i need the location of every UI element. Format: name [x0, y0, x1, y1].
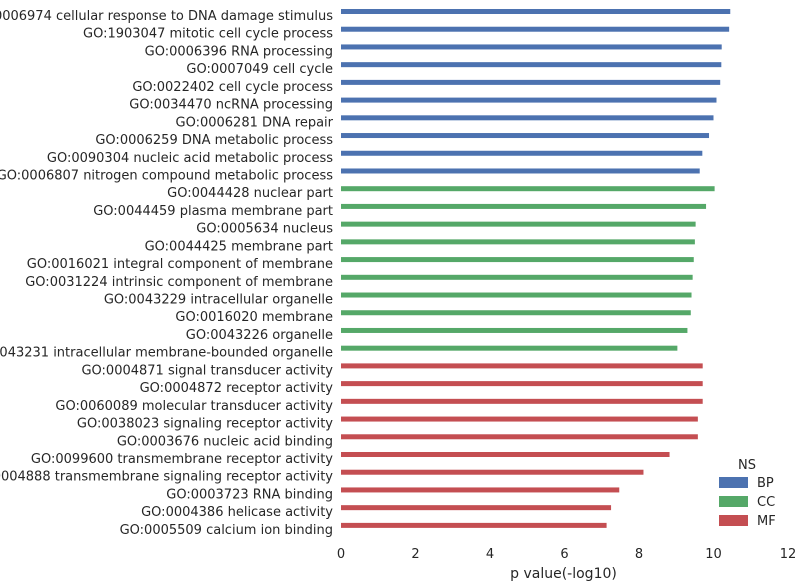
- category-label-16: GO:0031224 intrinsic component of membra…: [25, 275, 333, 290]
- x-tick-label-6: 6: [560, 547, 568, 562]
- category-label-17: GO:0043229 intracellular organelle: [104, 293, 333, 308]
- legend-label-mf: MF: [757, 514, 776, 529]
- category-label-4: GO:0007049 cell cycle: [186, 62, 333, 77]
- category-label-5: GO:0022402 cell cycle process: [132, 80, 333, 95]
- legend-label-bp: BP: [757, 476, 774, 491]
- bar-16: [341, 274, 693, 280]
- category-label-10: GO:0006807 nitrogen compound metabolic p…: [0, 168, 333, 183]
- x-tick-label-10: 10: [705, 547, 722, 562]
- bar-8: [341, 133, 710, 139]
- bar-19: [341, 327, 688, 333]
- bar-9: [341, 150, 703, 156]
- x-tick-label-12: 12: [780, 547, 797, 562]
- category-label-24: GO:0038023 signaling receptor activity: [77, 417, 333, 432]
- bar-30: [341, 522, 607, 528]
- legend-swatch-bp: [719, 477, 748, 488]
- bars-group: [341, 9, 731, 528]
- x-tick-label-2: 2: [411, 547, 419, 562]
- bar-20: [341, 345, 678, 351]
- bar-2: [341, 26, 730, 32]
- category-label-12: GO:0044459 plasma membrane part: [93, 204, 333, 219]
- category-label-21: GO:0004871 signal transducer activity: [81, 363, 333, 378]
- category-label-1: GO:0006974 cellular response to DNA dama…: [0, 9, 333, 24]
- bar-7: [341, 115, 714, 121]
- category-label-27: GO:0004888 transmembrane signaling recep…: [0, 470, 333, 485]
- category-label-30: GO:0005509 calcium ion binding: [120, 523, 333, 538]
- bar-15: [341, 257, 694, 263]
- bar-11: [341, 186, 715, 192]
- bar-25: [341, 434, 698, 440]
- category-label-25: GO:0003676 nucleic acid binding: [117, 434, 333, 449]
- x-axis-label: p value(-log10): [510, 566, 617, 582]
- legend: NS BP CC MF: [719, 458, 776, 529]
- bar-29: [341, 505, 612, 511]
- x-tick-label-4: 4: [486, 547, 494, 562]
- category-label-28: GO:0003723 RNA binding: [166, 487, 333, 502]
- bar-21: [341, 363, 703, 369]
- bar-28: [341, 487, 620, 493]
- bar-18: [341, 310, 691, 316]
- category-label-22: GO:0004872 receptor activity: [140, 381, 334, 396]
- legend-swatch-mf: [719, 515, 748, 526]
- category-label-20: GO:0043231 intracellular membrane-bounde…: [0, 346, 333, 361]
- bar-13: [341, 221, 696, 227]
- bar-12: [341, 203, 707, 209]
- bar-3: [341, 44, 722, 50]
- category-label-19: GO:0043226 organelle: [186, 328, 333, 343]
- bar-17: [341, 292, 692, 298]
- bar-1: [341, 9, 731, 14]
- x-tick-label-8: 8: [635, 547, 643, 562]
- legend-label-cc: CC: [757, 495, 775, 510]
- category-label-3: GO:0006396 RNA processing: [145, 44, 333, 59]
- bar-27: [341, 469, 644, 475]
- bar-10: [341, 168, 700, 174]
- category-label-18: GO:0016020 membrane: [175, 310, 333, 325]
- category-label-15: GO:0016021 integral component of membran…: [27, 257, 333, 272]
- category-label-26: GO:0099600 transmembrane receptor activi…: [31, 452, 333, 467]
- x-axis-ticks-group: 0 2 4 6 8 10 12: [337, 547, 796, 562]
- legend-title: NS: [738, 458, 756, 473]
- bar-5: [341, 79, 721, 85]
- category-label-13: GO:0005634 nucleus: [196, 222, 333, 237]
- bar-4: [341, 62, 722, 68]
- category-label-6: GO:0034470 ncRNA processing: [129, 98, 333, 113]
- category-label-14: GO:0044425 membrane part: [145, 239, 333, 254]
- bar-24: [341, 416, 698, 422]
- category-label-8: GO:0006259 DNA metabolic process: [95, 133, 333, 148]
- bar-14: [341, 239, 695, 245]
- bar-6: [341, 97, 717, 103]
- category-label-9: GO:0090304 nucleic acid metabolic proces…: [47, 151, 333, 166]
- bar-26: [341, 452, 670, 457]
- category-label-29: GO:0004386 helicase activity: [141, 505, 333, 520]
- legend-swatch-cc: [719, 496, 748, 507]
- category-label-7: GO:0006281 DNA repair: [176, 115, 334, 130]
- category-labels-group: GO:0006974 cellular response to DNA dama…: [0, 9, 334, 538]
- bar-22: [341, 381, 703, 387]
- category-label-23: GO:0060089 molecular transducer activity: [55, 399, 333, 414]
- category-label-2: GO:1903047 mitotic cell cycle process: [83, 27, 333, 42]
- x-tick-label-0: 0: [337, 547, 345, 562]
- bar-23: [341, 398, 703, 404]
- category-label-11: GO:0044428 nuclear part: [167, 186, 333, 201]
